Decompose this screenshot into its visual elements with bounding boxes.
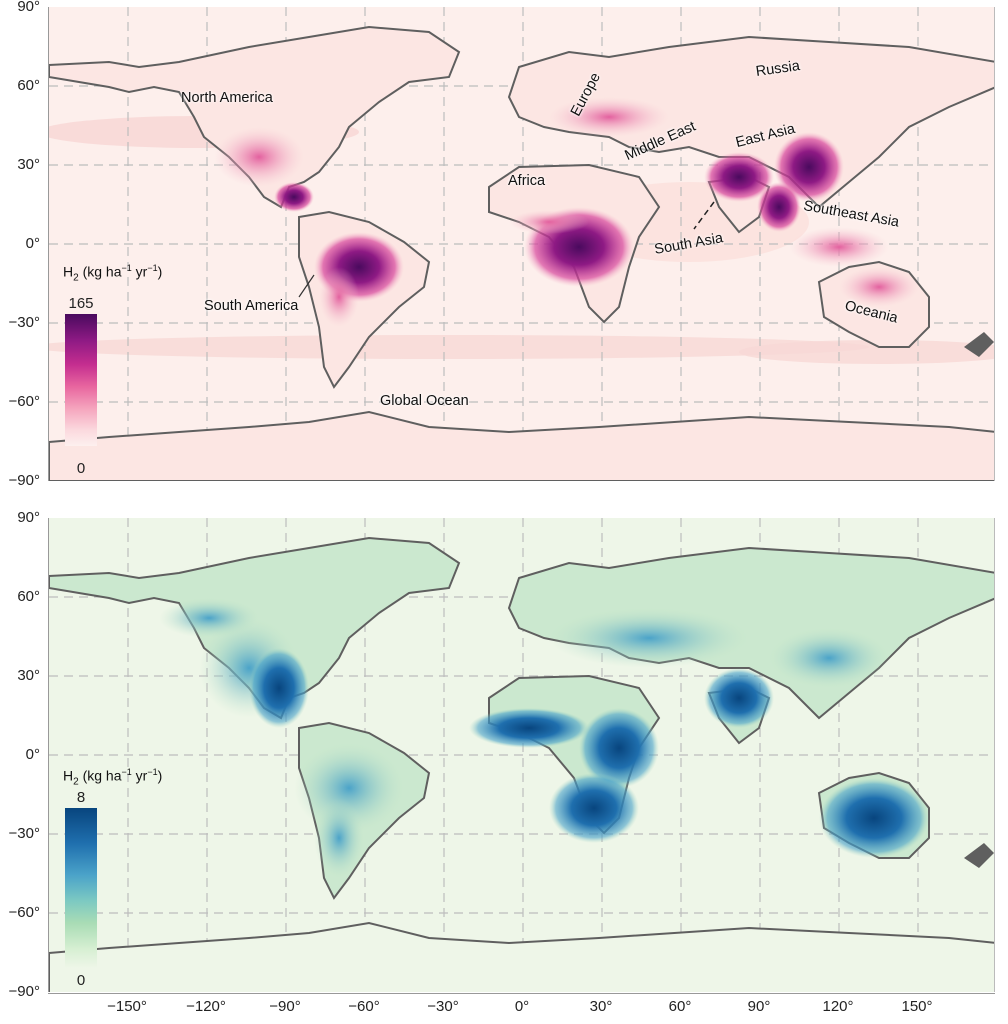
bottom-colorbar-min: 0 — [76, 972, 86, 989]
xtick-minus30: −30° — [427, 998, 459, 1015]
xtick-30: 30° — [589, 998, 613, 1015]
bottom-ytick-minus30: −30° — [8, 825, 40, 842]
bottom-ytick-30: 30° — [17, 667, 40, 684]
label-africa: Africa — [508, 173, 546, 189]
xtick-90: 90° — [747, 998, 771, 1015]
top-colorbar-min: 0 — [76, 460, 86, 477]
top-ytick-60: 60° — [17, 77, 40, 94]
bottom-colorbar-max: 8 — [76, 789, 86, 806]
bottom-ytick-0: 0° — [25, 746, 40, 763]
bottom-colorbar — [65, 808, 97, 968]
bottom-ytick-minus60: −60° — [8, 904, 40, 921]
label-global-ocean: Global Ocean — [380, 393, 469, 409]
xtick-60: 60° — [668, 998, 692, 1015]
south-asia-leader-line — [693, 201, 715, 230]
top-ytick-0: 0° — [25, 235, 40, 252]
label-north-america: North America — [181, 90, 273, 106]
top-ytick-30: 30° — [17, 156, 40, 173]
bottom-map-panel — [48, 518, 995, 992]
label-south-america: South America — [204, 298, 299, 314]
bottom-colorbar-title: H2 (kg ha−1 yr−1) — [63, 767, 163, 788]
bottom-ytick-minus90: −90° — [8, 983, 40, 1000]
top-map-panel — [48, 7, 995, 481]
top-ytick-90: 90° — [17, 0, 40, 15]
south-america-leader-line — [298, 274, 315, 298]
xtick-minus150: −150° — [107, 998, 147, 1015]
x-axis-line — [48, 993, 995, 994]
bottom-ytick-90: 90° — [17, 509, 40, 526]
bottom-map-svg — [49, 518, 994, 992]
new-zealand — [964, 843, 994, 868]
top-map-svg — [49, 7, 994, 481]
top-colorbar-max: 165 — [68, 295, 94, 312]
xtick-minus90: −90° — [269, 998, 301, 1015]
top-ytick-minus60: −60° — [8, 393, 40, 410]
xtick-minus120: −120° — [186, 998, 226, 1015]
new-zealand — [964, 332, 994, 357]
top-ytick-minus30: −30° — [8, 314, 40, 331]
xtick-minus60: −60° — [348, 998, 380, 1015]
top-ytick-minus90: −90° — [8, 472, 40, 489]
xtick-0: 0° — [514, 998, 530, 1015]
h2-intensity-areas — [159, 598, 929, 878]
xtick-150: 150° — [901, 998, 933, 1015]
top-colorbar-title: H2 (kg ha−1 yr−1) — [63, 263, 163, 284]
bottom-ytick-60: 60° — [17, 588, 40, 605]
emission-hotspots — [214, 97, 919, 327]
top-colorbar — [65, 314, 97, 446]
xtick-120: 120° — [822, 998, 854, 1015]
